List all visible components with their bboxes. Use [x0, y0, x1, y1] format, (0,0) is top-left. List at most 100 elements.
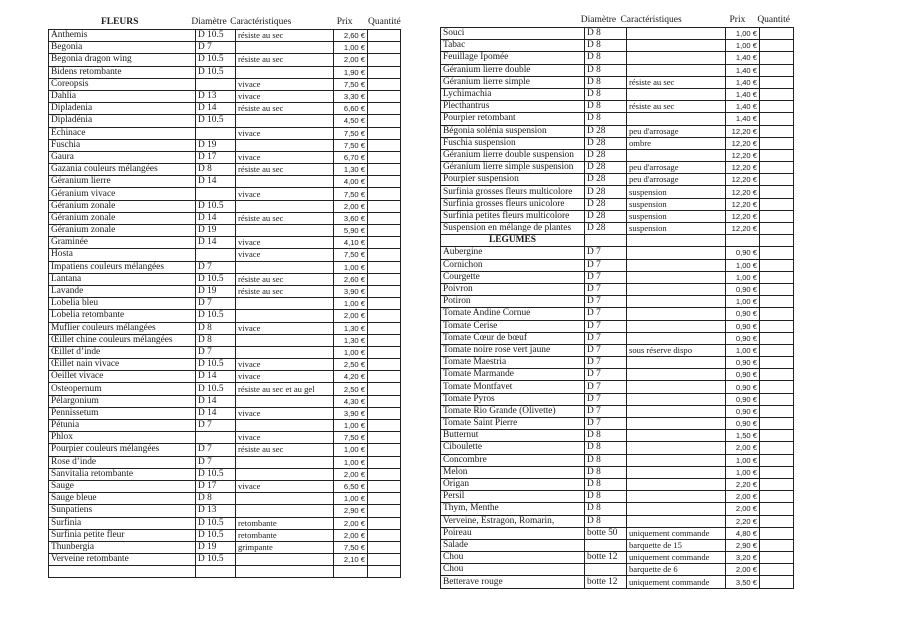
- quantite-input-cell[interactable]: [759, 319, 794, 333]
- quantite-input-cell[interactable]: [367, 102, 401, 116]
- quantite-input-cell[interactable]: [367, 370, 401, 384]
- quantite-input-cell[interactable]: [759, 575, 794, 589]
- quantite-input-cell[interactable]: [367, 565, 401, 579]
- quantite-input-cell[interactable]: [367, 53, 401, 67]
- item-name: Plecthantrus: [440, 100, 585, 114]
- quantite-input-cell[interactable]: [367, 223, 401, 238]
- quantite-input-cell[interactable]: [759, 380, 794, 394]
- quantite-input-cell[interactable]: [367, 467, 401, 481]
- quantite-input-cell[interactable]: [759, 258, 794, 272]
- item-name: Tomate Andine Cornue: [440, 307, 585, 321]
- quantite-input-cell[interactable]: [367, 126, 401, 140]
- quantite-input-cell[interactable]: [759, 343, 794, 358]
- quantite-input-cell[interactable]: [759, 87, 794, 102]
- quantite-input-cell[interactable]: [367, 309, 401, 323]
- quantite-input-cell[interactable]: [759, 416, 794, 431]
- quantite-input-cell[interactable]: [367, 455, 401, 469]
- quantite-input-cell[interactable]: [367, 248, 401, 262]
- quantite-input-cell[interactable]: [759, 551, 794, 565]
- quantite-input-cell[interactable]: [367, 431, 401, 445]
- quantite-input-cell[interactable]: [759, 39, 794, 53]
- quantite-input-cell[interactable]: [367, 345, 401, 360]
- quantite-input-cell[interactable]: [367, 236, 401, 250]
- quantite-input-cell[interactable]: [367, 114, 401, 128]
- quantite-input-cell[interactable]: [759, 197, 794, 211]
- quantite-input-cell[interactable]: [759, 148, 794, 163]
- quantite-input-cell[interactable]: [759, 526, 794, 540]
- quantite-input-cell[interactable]: [759, 136, 794, 150]
- quantite-input-cell[interactable]: [759, 26, 794, 41]
- quantite-input-cell[interactable]: [759, 514, 794, 528]
- quantite-input-cell[interactable]: [367, 528, 401, 542]
- quantite-input-cell[interactable]: [759, 477, 794, 492]
- caracteristiques-cell: [626, 282, 726, 297]
- quantite-input-cell[interactable]: [367, 28, 401, 43]
- quantite-input-cell[interactable]: [367, 406, 401, 421]
- quantite-input-cell[interactable]: [759, 282, 794, 297]
- quantite-input-cell[interactable]: [759, 51, 794, 65]
- quantite-input-cell[interactable]: [367, 443, 401, 457]
- quantite-input-cell[interactable]: [367, 321, 401, 335]
- quantite-input-cell[interactable]: [367, 333, 401, 347]
- quantite-input-cell[interactable]: [759, 124, 794, 138]
- quantite-input-cell[interactable]: [759, 465, 794, 479]
- quantite-input-cell[interactable]: [759, 307, 794, 321]
- quantite-input-cell[interactable]: [367, 504, 401, 518]
- quantite-input-cell[interactable]: [759, 331, 794, 345]
- quantite-input-cell[interactable]: [759, 490, 794, 504]
- quantite-input-cell[interactable]: [759, 563, 794, 577]
- quantite-input-cell[interactable]: [759, 453, 794, 467]
- quantite-input-cell[interactable]: [367, 89, 401, 104]
- quantite-input-cell[interactable]: [759, 441, 794, 455]
- quantite-input-cell[interactable]: [759, 209, 794, 224]
- quantite-input-cell[interactable]: [367, 540, 401, 555]
- quantite-input-cell[interactable]: [367, 260, 401, 274]
- quantite-input-cell[interactable]: [759, 185, 794, 199]
- quantite-input-cell[interactable]: [759, 112, 794, 126]
- quantite-input-cell[interactable]: [759, 234, 794, 248]
- quantite-input-cell[interactable]: [367, 41, 401, 55]
- quantite-input-cell[interactable]: [367, 479, 401, 494]
- quantite-input-cell[interactable]: [367, 553, 401, 567]
- quantite-input-cell[interactable]: [367, 65, 401, 79]
- quantite-input-cell[interactable]: [759, 173, 794, 187]
- quantite-input-cell[interactable]: [367, 163, 401, 177]
- quantite-input-cell[interactable]: [759, 368, 794, 382]
- quantite-input-cell[interactable]: [759, 100, 794, 114]
- quantite-input-cell[interactable]: [759, 246, 794, 260]
- header-diametre: Diamètre: [580, 15, 617, 25]
- quantite-input-cell[interactable]: [367, 187, 401, 201]
- quantite-input-cell[interactable]: [759, 392, 794, 406]
- caracteristiques-cell: vivace: [235, 187, 334, 201]
- quantite-input-cell[interactable]: [367, 211, 401, 226]
- quantite-input-cell[interactable]: [367, 272, 401, 286]
- quantite-input-cell[interactable]: [759, 63, 794, 77]
- quantite-input-cell[interactable]: [367, 516, 401, 530]
- quantite-input-cell[interactable]: [367, 150, 401, 165]
- quantite-input-cell[interactable]: [367, 138, 401, 152]
- quantite-input-cell[interactable]: [367, 394, 401, 408]
- quantite-input-cell[interactable]: [367, 358, 401, 372]
- quantite-input-cell[interactable]: [759, 356, 794, 370]
- quantite-input-cell[interactable]: [367, 284, 401, 299]
- quantite-input-cell[interactable]: [367, 175, 401, 189]
- diametre-cell: botte 12: [584, 575, 627, 589]
- quantite-input-cell[interactable]: [759, 221, 794, 236]
- item-name: Echinace: [48, 126, 196, 140]
- quantite-input-cell[interactable]: [367, 297, 401, 311]
- quantite-input-cell[interactable]: [367, 492, 401, 506]
- quantite-input-cell[interactable]: [759, 295, 794, 309]
- quantite-input-cell[interactable]: [759, 161, 794, 175]
- quantite-input-cell[interactable]: [367, 199, 401, 213]
- quantite-input-cell[interactable]: [759, 538, 794, 553]
- header-prix: Prix: [336, 17, 353, 27]
- quantite-input-cell[interactable]: [759, 270, 794, 284]
- quantite-input-cell[interactable]: [367, 77, 401, 91]
- quantite-input-cell[interactable]: [367, 418, 401, 433]
- table-row: Lychimachia D 8 1,40 €: [440, 87, 794, 102]
- quantite-input-cell[interactable]: [759, 429, 794, 443]
- quantite-input-cell[interactable]: [759, 75, 794, 89]
- quantite-input-cell[interactable]: [759, 502, 794, 516]
- quantite-input-cell[interactable]: [367, 382, 401, 396]
- quantite-input-cell[interactable]: [759, 404, 794, 419]
